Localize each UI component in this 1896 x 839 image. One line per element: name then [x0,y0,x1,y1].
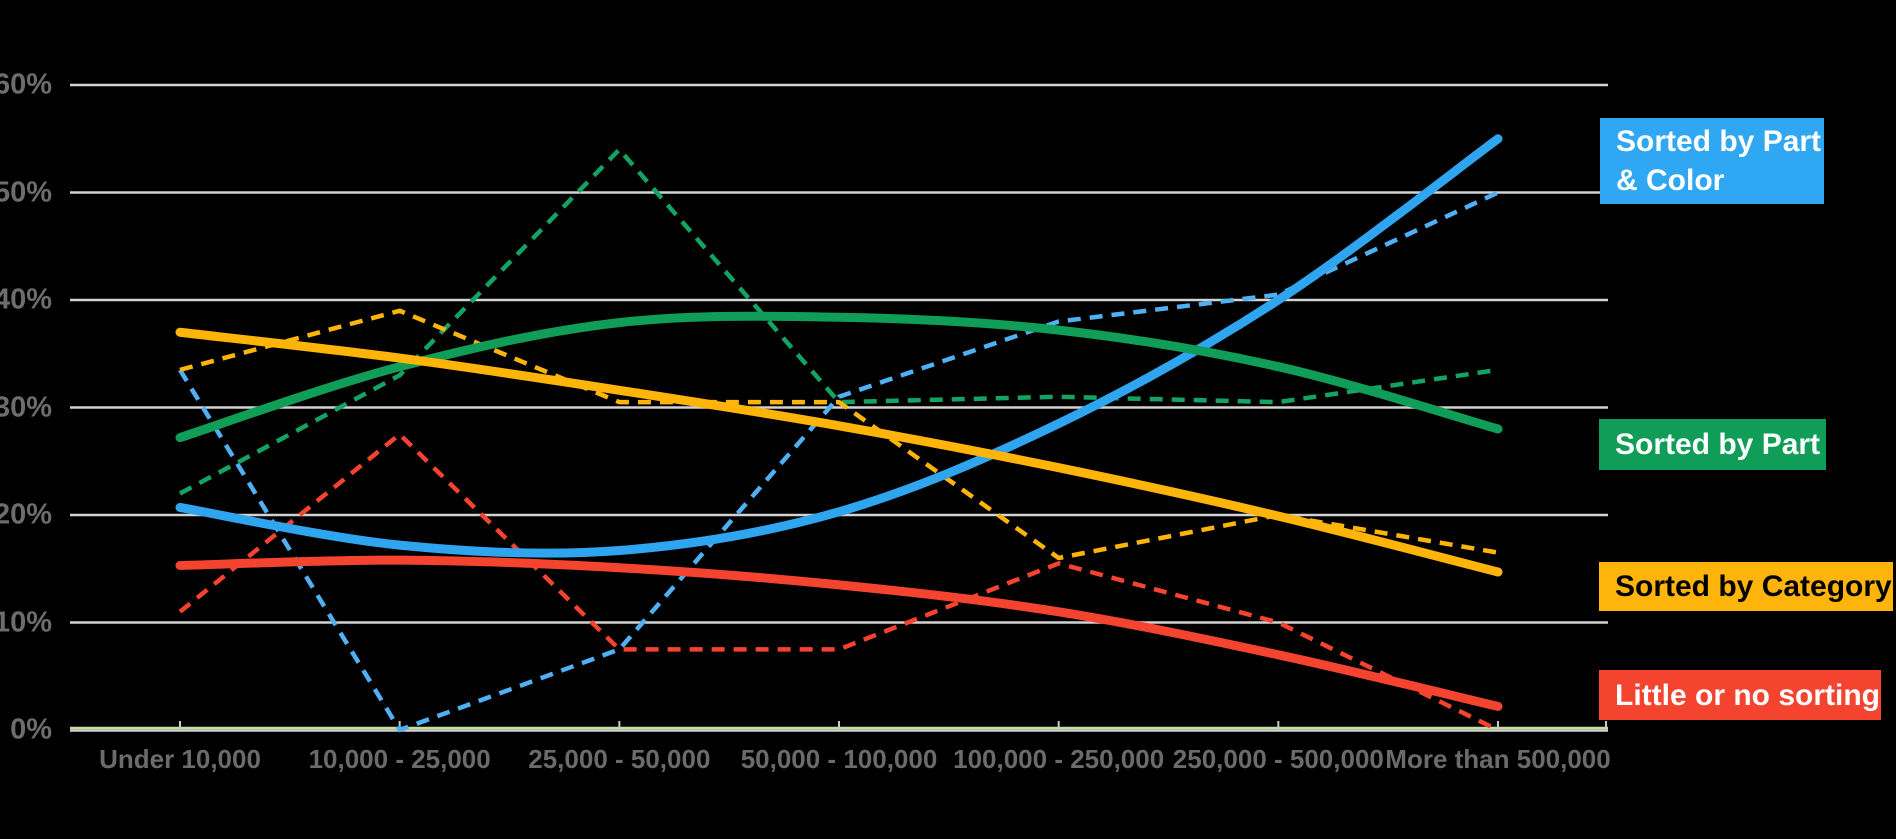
series-line-sorted-by-part-color [178,190,1499,733]
y-axis-label: 10% [0,606,52,638]
trend-line-sorted-by-category-trend [175,327,1503,577]
y-axis-label: 40% [0,283,52,316]
x-axis-label: More than 500,000 [1385,744,1611,774]
y-axis-label: 0% [10,713,52,746]
x-axis-label: 50,000 - 100,000 [740,744,938,774]
legend-item-sorted-by-category: Sorted by Category [1599,562,1893,611]
y-axis-label: 50% [0,176,52,208]
legend-item-label: Sorted by Part [1615,428,1821,461]
trend-line-little-or-no-sorting-trend [175,555,1503,711]
y-axis-label: 20% [0,498,52,531]
legend-item-label: Sorted by Part [1616,125,1822,158]
legend-item-sorted-by-part-color: Sorted by Part & Color [1600,118,1824,204]
trend-line-sorted-by-part-trend [175,311,1503,443]
x-axis-label: 25,000 - 50,000 [528,744,711,774]
legend-item-label: & Color [1616,164,1725,197]
x-axis-label: 10,000 - 25,000 [308,744,491,774]
legend-item-little-or-no-sorting: Little or no sorting [1599,670,1881,720]
series-line-sorted-by-part [178,147,1499,496]
y-axis-label: 30% [0,391,52,423]
y-axis-label: 60% [0,68,52,101]
legend-item-sorted-by-part: Sorted by Part [1599,419,1826,470]
x-axis-label: 100,000 - 250,000 [953,744,1165,774]
legend-item-label: Sorted by Category [1615,570,1892,603]
x-axis-label: Under 10,000 [99,744,261,774]
x-axis-label: 250,000 - 500,000 [1172,744,1384,774]
trend-line-sorted-by-part-color-trend [175,134,1503,558]
legend-item-label: Little or no sorting [1615,678,1880,712]
